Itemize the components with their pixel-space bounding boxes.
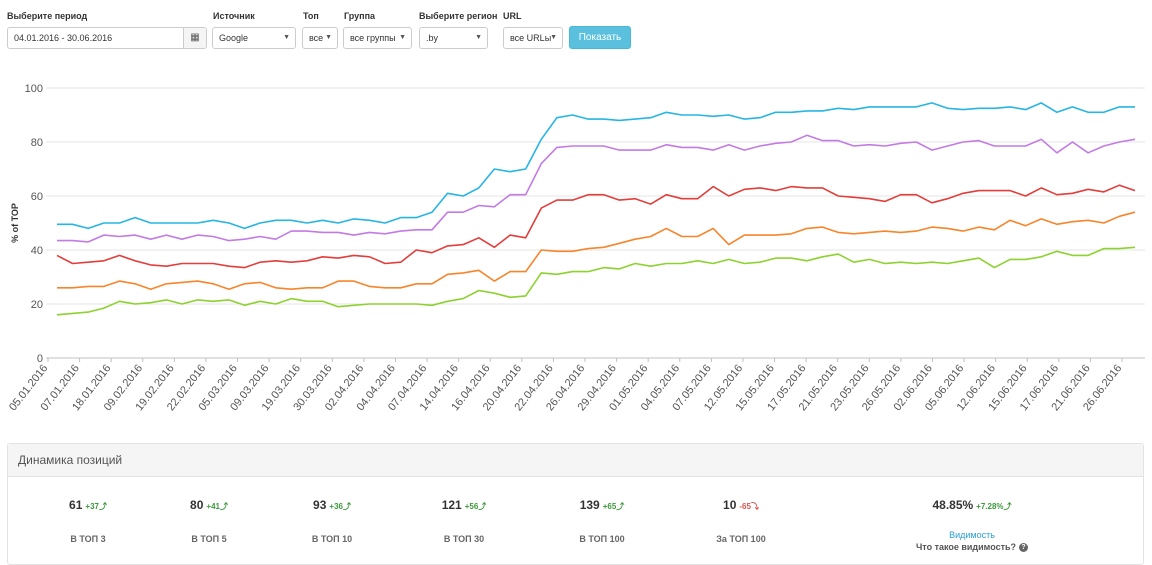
region-value: .by [426,33,439,43]
show-button[interactable]: Показать [569,26,631,49]
series-line-4 [57,211,1136,290]
series-line-3 [56,184,1136,269]
stat-value: 80 [190,498,204,512]
y-tick-label: 100 [25,83,43,95]
url-label: URL [503,11,522,21]
calendar-icon[interactable]: ▦ [183,28,206,48]
top-label: Топ [303,11,319,21]
caret-down-icon: ▼ [475,34,482,41]
group-value: все группы [350,33,396,43]
period-value: 04.01.2016 - 30.06.2016 [14,33,113,43]
url-value: все URLы [510,33,552,43]
stat-delta: -65⤵ [739,502,759,511]
stat-value: 139 [579,498,600,512]
visibility-link[interactable]: Видимость [949,530,995,540]
caret-down-icon: ▼ [550,34,557,41]
period-label: Выберите период [7,11,88,21]
group-label: Группа [344,11,376,21]
trend-up-icon: ⤴ [478,502,487,511]
region-label: Выберите регион [419,11,498,21]
stat-delta: +56⤴ [464,502,487,511]
top-value: все [309,33,324,43]
source-label: Источник [213,11,255,21]
caret-down-icon: ▼ [283,34,290,41]
trend-up-icon: ⤴ [98,502,107,511]
dynamics-panel: Динамика позиций 61 +37⤴ В ТОП 3 80 +41⤴ В… [7,443,1144,565]
series-line-2 [57,134,1136,243]
stat-caption: В ТОП 30 [443,534,485,544]
y-tick-label: 80 [31,137,43,149]
trend-down-icon: ⤵ [750,502,759,511]
stat-value: 48.85% [932,498,974,512]
y-tick-label: 60 [31,191,43,203]
series-line-1 [57,102,1135,230]
y-tick-label: 40 [31,245,43,257]
stat-delta: +37⤴ [85,502,107,511]
caret-down-icon: ▼ [399,34,406,41]
trend-up-icon: ⤴ [1003,502,1012,511]
filter-bar: Выберите период 04.01.2016 - 30.06.2016 … [0,0,1152,60]
top-select[interactable]: все ▼ [302,27,338,49]
source-select[interactable]: Google ▼ [212,27,296,49]
stat-value: 61 [69,498,83,512]
stat-caption: В ТОП 5 [191,534,227,544]
stat-caption: В ТОП 100 [579,534,625,544]
stat-delta: +41⤴ [206,502,228,511]
stat-top10: 93 +36⤴ В ТОП 10 [272,496,392,544]
trend-up-icon: ⤴ [616,502,625,511]
group-select[interactable]: все группы ▼ [343,27,412,49]
trend-up-icon: ⤴ [342,502,351,511]
caret-down-icon: ▼ [325,34,332,41]
stat-visibility: 48.85% +7.28%⤴ Видимость Что такое видимо… [897,496,1047,553]
stat-top5: 80 +41⤴ В ТОП 5 [149,496,269,544]
dynamics-title: Динамика позиций [8,444,1143,477]
stat-value: 93 [313,498,327,512]
stat-delta: +7.28%⤴ [976,502,1012,511]
stat-caption: В ТОП 10 [311,534,353,544]
stat-value: 10 [723,498,737,512]
y-tick-label: 0 [37,353,43,365]
stat-value: 121 [441,498,462,512]
stat-top30: 121 +56⤴ В ТОП 30 [404,496,524,544]
visibility-help[interactable]: Что такое видимость?? [897,542,1047,553]
y-tick-label: 20 [31,299,43,311]
series-line-5 [56,246,1136,316]
stat-caption: За ТОП 100 [716,534,766,544]
stat-caption: В ТОП 3 [70,534,106,544]
stat-delta: +36⤴ [329,502,351,511]
region-select[interactable]: .by ▼ [419,27,488,49]
question-circle-icon[interactable]: ? [1019,543,1029,553]
stat-top100: 139 +65⤴ В ТОП 100 [542,496,662,544]
period-input[interactable]: 04.01.2016 - 30.06.2016 ▦ [7,27,207,49]
trend-up-icon: ⤴ [219,502,228,511]
source-value: Google [219,33,249,43]
stat-out-top100: 10 -65⤵ За ТОП 100 [681,496,801,544]
stat-delta: +65⤴ [602,502,625,511]
y-axis-label: % of TOP [10,203,20,243]
url-select[interactable]: все URLы ▼ [503,27,563,49]
stat-top3: 61 +37⤴ В ТОП 3 [28,496,148,544]
